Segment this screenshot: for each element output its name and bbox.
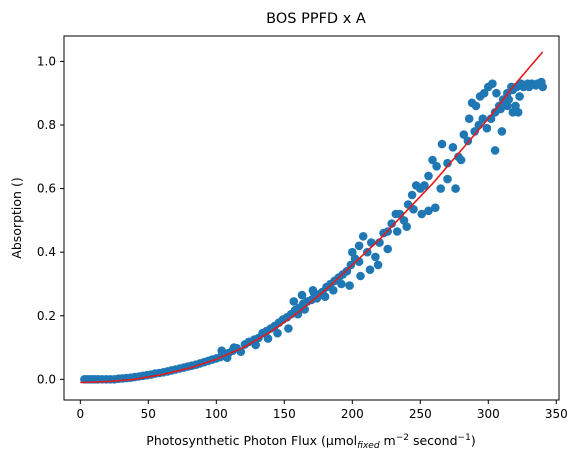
scatter-point [478,114,488,123]
scatter-point [448,143,458,152]
scatter-point [289,297,299,306]
scatter-point [407,190,417,200]
scatter-point [428,155,437,165]
scatter-point [342,266,352,276]
scatter-point [217,346,226,356]
scatter-point [329,286,338,295]
y-tick-label: 1.0 [37,54,56,68]
scatter-point [356,271,365,281]
x-tick-label: 350 [545,407,568,421]
scatter-point [471,101,481,111]
scatter-point [488,79,497,88]
x-axis: 0 50 100 150 200 250 300 350 [76,400,568,421]
scatter-point [273,328,282,338]
scatter-point [456,155,466,165]
scatter-point [513,108,523,117]
plot-frame [63,35,560,401]
scatter-point [348,247,357,257]
y-axis: 0.0 0.2 0.4 0.6 0.8 1.0 [37,54,64,386]
scatter-point [367,238,376,247]
scatter-point [507,82,516,92]
scatter-point [479,88,489,98]
scatter-point [251,340,260,350]
x-axis-label-end: ) [471,433,476,448]
scatter-point [432,162,441,171]
y-tick-label: 0.6 [37,182,56,196]
x-tick-label: 250 [409,407,432,421]
scatter-point [392,227,402,236]
scatter-point [383,244,393,254]
scatter-point [358,232,368,241]
scatter-point [486,114,496,123]
scatter-point [437,139,447,149]
scatter-point [515,92,524,101]
scatter-point [363,247,372,257]
scatter-point [308,286,318,295]
scatter-point [409,205,418,214]
x-axis-label-suffix: second [409,433,458,448]
scatter-point [345,281,354,290]
x-axis-label: Photosynthetic Photon Flux (µmolfixed m−… [146,433,475,451]
scatter-point [492,88,501,98]
scatter-point [373,260,383,270]
scatter-point [229,343,239,352]
scatter-point [420,181,429,190]
scatter-point [482,123,492,133]
scatter-point [320,292,330,302]
scatter-point [417,209,427,219]
scatter-point [451,184,460,193]
x-axis-label-middle: m [380,433,396,448]
fit-line [80,51,544,384]
scatter-point [284,324,293,333]
scatter-point [490,146,500,155]
x-axis-label-sup2: −1 [458,433,471,443]
y-axis-label: Absorption () [9,177,24,258]
scatter-point [443,174,452,184]
scatter-point [402,222,412,231]
scatter-point [424,171,433,181]
x-tick-label: 0 [76,407,84,421]
scatter-point [371,252,380,262]
scatter-point [365,265,375,275]
y-tick-label: 0.4 [37,245,56,259]
scatter-point [297,290,307,300]
x-axis-label-subscript: fixed [357,441,380,451]
x-tick-label: 300 [477,407,500,421]
scatter-point [490,108,500,117]
scatter-point [337,279,346,289]
y-tick-label: 0.8 [37,118,56,132]
scatter-point [354,241,364,251]
scatter-point [300,305,310,314]
scatter-point [346,260,356,270]
scatter-point [537,77,546,87]
x-tick-label: 150 [273,407,296,421]
chart-title: BOS PPFD x A [266,11,366,27]
data-layer [80,51,547,384]
x-tick-label: 200 [341,407,364,421]
scatter-point [424,206,433,216]
scatter-point [459,130,469,139]
x-tick-label: 50 [141,407,156,421]
scatter-point [524,82,534,92]
scatter-point [387,219,397,228]
x-axis-label-sup1: −2 [396,433,409,443]
scatter-point [464,114,474,123]
scatter-point [431,203,440,212]
x-tick-label: 100 [205,407,228,421]
scatter-point [293,309,303,319]
scatter-point [263,334,273,343]
scatter-point [503,101,512,111]
x-axis-label-prefix: Photosynthetic Photon Flux (µmol [146,433,357,448]
scatter-point [436,184,446,193]
y-tick-label: 0.2 [37,309,56,323]
y-tick-label: 0.0 [37,372,56,386]
scatter-point [443,158,452,168]
scatter-point [497,127,507,136]
scatter-point [470,127,480,136]
